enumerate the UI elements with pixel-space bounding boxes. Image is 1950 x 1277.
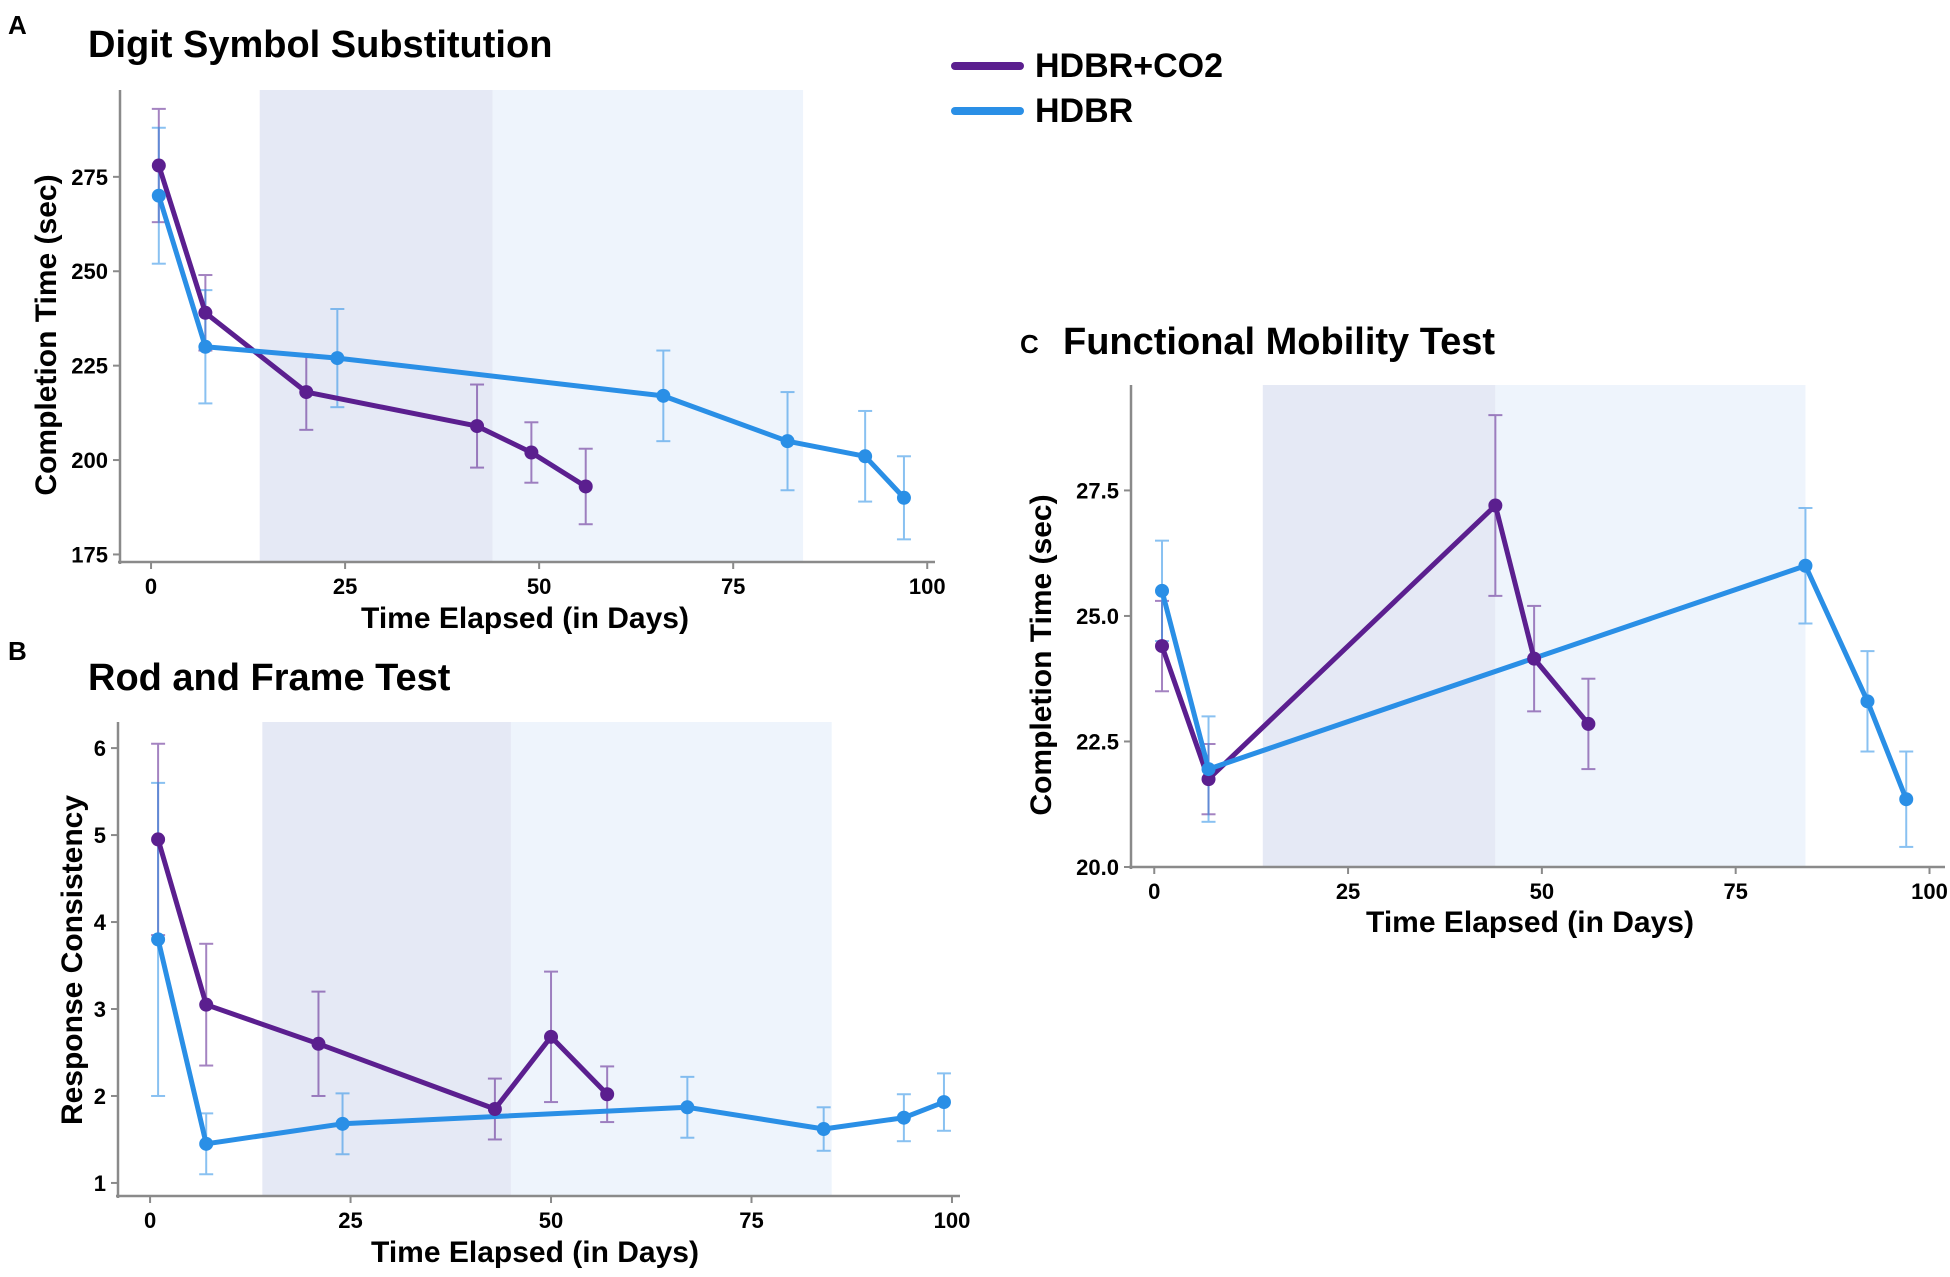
panel-b-letter: B xyxy=(8,636,27,666)
panel-c-x-tick-label-25: 25 xyxy=(1336,879,1360,904)
panel-b-x-tick-label-0: 0 xyxy=(144,1208,156,1233)
panel-b-y-tick-label-0: 1 xyxy=(94,1171,106,1196)
panel-c-hdbr-point-5 xyxy=(1899,792,1914,807)
panel-a-hdbr-point-2 xyxy=(198,339,213,354)
panel-a-shaded-period-2 xyxy=(492,90,804,562)
panel-c-hdbr-point-4 xyxy=(1860,694,1875,709)
panel-b-y-tick-label-1: 2 xyxy=(94,1084,106,1109)
panel-c-x-tick-label-0: 0 xyxy=(1148,879,1160,904)
panel-a-hdbr-point-6 xyxy=(858,449,873,464)
panel-c-letter: C xyxy=(1020,329,1039,359)
panel-a-y-tick-label-1: 200 xyxy=(71,448,108,473)
panel-b-y-tick-label-2: 3 xyxy=(94,997,106,1022)
panel-a-y-tick-label-3: 250 xyxy=(71,259,108,284)
panel-b-hdbr-point-2 xyxy=(199,1136,214,1151)
panel-a-hdbr-co2-point-4 xyxy=(470,419,485,434)
panel-c-y-tick-label-1: 22.5 xyxy=(1076,729,1119,754)
panel-b-y-tick-label-3: 4 xyxy=(94,910,107,935)
legend-entry-hdbr-co2: HDBR+CO2 xyxy=(951,47,1223,85)
panel-a-hdbr-point-1 xyxy=(151,188,166,203)
panel-a-hdbr-co2-series-line xyxy=(156,163,589,489)
panel-a-shaded-period-1 xyxy=(259,90,493,562)
panel-c-hdbr-point-1 xyxy=(1155,583,1170,598)
panel-a-hdbr-co2-point-2 xyxy=(198,305,213,320)
panel-b-hdbr-point-1 xyxy=(151,932,166,947)
panel-a-x-tick-label-50: 50 xyxy=(527,574,551,599)
panel-b-hdbr-point-7 xyxy=(936,1095,951,1110)
panel-b-x-axis-label: Time Elapsed (in Days) xyxy=(371,1236,699,1269)
panel-c-hdbr-point-2 xyxy=(1201,762,1216,777)
panel-b-shaded-period-1 xyxy=(262,722,511,1196)
panel-c-hdbr-co2-point-2 xyxy=(1201,772,1216,787)
panel-a-x-tick-label-75: 75 xyxy=(721,574,745,599)
panel-c-y-axis-label: Completion Time (sec) xyxy=(1025,494,1058,815)
panel-b-y-tick-label-4: 5 xyxy=(94,823,106,848)
panel-c-x-tick-label-50: 50 xyxy=(1530,879,1554,904)
panel-b-hdbr-co2-point-6 xyxy=(600,1087,615,1102)
panel-a-x-axis-label: Time Elapsed (in Days) xyxy=(361,602,689,635)
legend: HDBR+CO2 HDBR xyxy=(951,47,1223,130)
panel-a-hdbr-point-3 xyxy=(330,351,345,366)
panel-c-y-tick-label-0: 20.0 xyxy=(1076,855,1119,880)
panel-c-y-tick-label-3: 27.5 xyxy=(1076,478,1119,503)
panel-c-plot-area: 0 25 50 75 100 20.0 22.5 25.0 27.5 xyxy=(1076,385,1948,904)
panel-b-y-tick-label-5: 6 xyxy=(94,736,106,761)
panel-a-x-tick-label-0: 0 xyxy=(145,574,157,599)
panel-a-x-tick-label-100: 100 xyxy=(909,574,946,599)
panel-a-hdbr-co2-point-3 xyxy=(299,385,314,400)
panel-c-hdbr-point-3 xyxy=(1798,558,1813,573)
panel-a-hdbr-co2-point-5 xyxy=(524,445,539,460)
panel-b-hdbr-co2-point-4 xyxy=(487,1102,502,1117)
panel-b-hdbr-point-6 xyxy=(896,1110,911,1125)
panel-a-y-axis-label: Completion Time (sec) xyxy=(30,174,63,495)
panel-a-hdbr-point-4 xyxy=(656,388,671,403)
panel-b-rod-and-frame-test: B Rod and Frame Test 0 25 50 75 100 1 2 3 4 5 6 Ti… xyxy=(8,636,970,1269)
panel-a-x-tick-label-25: 25 xyxy=(333,574,357,599)
panel-a-hdbr-co2-point-6 xyxy=(578,479,593,494)
panel-c-hdbr-co2-point-5 xyxy=(1581,716,1596,731)
panel-c-x-tick-label-100: 100 xyxy=(1911,879,1948,904)
panel-a-letter: A xyxy=(8,10,27,40)
panel-b-hdbr-co2-point-1 xyxy=(151,832,166,847)
panel-a-y-tick-label-0: 175 xyxy=(71,542,108,567)
panel-c-shaded-period-1 xyxy=(1262,385,1496,867)
panel-b-shaded-period-2 xyxy=(510,722,832,1196)
panel-b-hdbr-point-3 xyxy=(335,1116,350,1131)
legend-entry-hdbr: HDBR xyxy=(951,92,1133,130)
panel-c-y-tick-label-2: 25.0 xyxy=(1076,604,1119,629)
panel-b-x-tick-label-100: 100 xyxy=(934,1208,971,1233)
panel-b-title: Rod and Frame Test xyxy=(88,657,451,699)
panel-b-hdbr-co2-series-line xyxy=(155,836,610,1112)
panel-c-hdbr-co2-point-1 xyxy=(1155,639,1170,654)
panel-c-title: Functional Mobility Test xyxy=(1063,321,1495,363)
panel-b-x-tick-label-75: 75 xyxy=(739,1208,763,1233)
panel-b-hdbr-co2-point-2 xyxy=(199,997,214,1012)
panel-b-x-tick-label-50: 50 xyxy=(539,1208,563,1233)
panel-b-hdbr-point-4 xyxy=(680,1100,695,1115)
panel-a-plot-area: 0 25 50 75 100 175 200 225 250 275 xyxy=(71,90,946,599)
panel-b-x-tick-label-25: 25 xyxy=(338,1208,362,1233)
panel-c-x-tick-label-75: 75 xyxy=(1723,879,1747,904)
panel-b-y-axis-label: Response Consistency xyxy=(56,795,89,1125)
legend-label-hdbr-co2: HDBR+CO2 xyxy=(1035,47,1223,85)
panel-a-title: Digit Symbol Substitution xyxy=(88,24,552,66)
panel-c-hdbr-co2-point-3 xyxy=(1488,498,1503,513)
panel-b-hdbr-point-5 xyxy=(816,1122,831,1137)
panel-a-hdbr-point-7 xyxy=(896,490,911,505)
panel-a-y-tick-label-4: 275 xyxy=(71,165,108,190)
legend-label-hdbr: HDBR xyxy=(1035,92,1133,130)
panel-a-hdbr-co2-point-1 xyxy=(151,158,166,173)
panel-c-shaded-period-2 xyxy=(1495,385,1806,867)
panel-b-hdbr-co2-point-3 xyxy=(311,1036,326,1051)
panel-a-y-tick-label-2: 225 xyxy=(71,354,108,379)
panel-c-hdbr-co2-point-4 xyxy=(1527,651,1542,666)
panel-a-hdbr-point-5 xyxy=(780,434,795,449)
panel-a-digit-symbol-substitution: A Digit Symbol Substitution 0 25 50 75 100 17… xyxy=(8,10,946,635)
panel-b-plot-area: 0 25 50 75 100 1 2 3 4 5 6 xyxy=(94,722,971,1233)
panel-c-functional-mobility-test: C Functional Mobility Test 0 25 50 75 100 20.… xyxy=(1020,321,1948,939)
panel-c-x-axis-label: Time Elapsed (in Days) xyxy=(1366,906,1694,939)
panel-b-hdbr-co2-point-5 xyxy=(544,1029,559,1044)
